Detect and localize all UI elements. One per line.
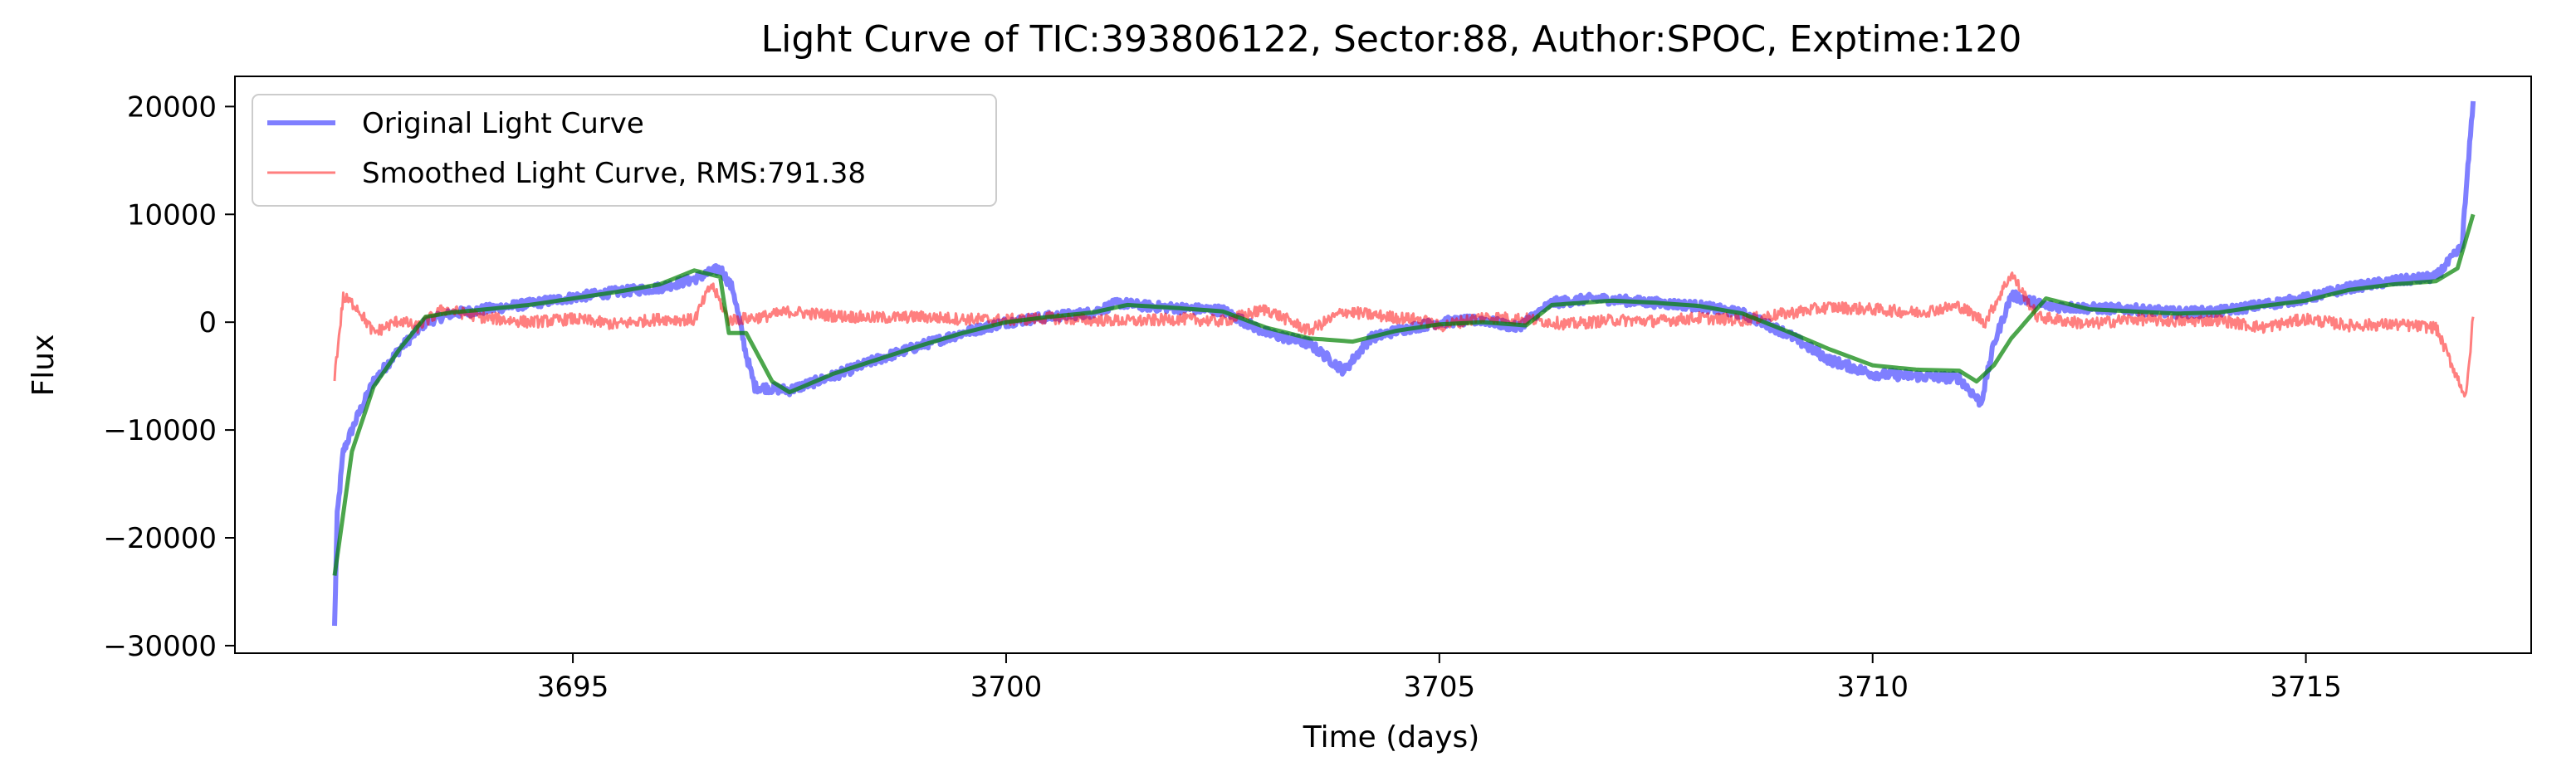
y-axis-label: Flux	[27, 334, 61, 397]
series-layer	[332, 100, 2476, 627]
legend-label-original: Original Light Curve	[362, 107, 644, 140]
x-tick-label: 3710	[1836, 671, 1909, 704]
y-axis: −30000 −20000 −10000 0 10000 20000	[103, 90, 235, 663]
x-tick-label: 3695	[537, 671, 609, 704]
chart-title: Light Curve of TIC:393806122, Sector:88,…	[761, 18, 2022, 61]
y-tick-label: −10000	[103, 414, 217, 447]
y-tick-label: 20000	[127, 90, 217, 124]
x-axis-label: Time (days)	[1303, 720, 1480, 754]
legend-label-smoothed: Smoothed Light Curve, RMS:791.38	[362, 157, 866, 190]
series-original-light-curve	[332, 100, 2476, 627]
series-smoothed-light-curve	[333, 271, 2475, 398]
x-axis: 3695 3700 3705 3710 3715	[537, 653, 2342, 704]
x-tick-label: 3705	[1404, 671, 1476, 704]
plot-frame	[234, 76, 2532, 654]
x-tick-label: 3700	[970, 671, 1043, 704]
legend-box	[252, 94, 997, 207]
x-tick-label: 3715	[2270, 671, 2342, 704]
y-tick-label: −20000	[103, 522, 217, 555]
y-tick-label: 0	[198, 306, 217, 339]
series-smoothing-fit	[332, 213, 2476, 576]
y-tick-label: 10000	[127, 198, 217, 232]
y-tick-label: −30000	[103, 630, 217, 663]
legend: Original Light Curve Smoothed Light Curv…	[252, 94, 997, 207]
